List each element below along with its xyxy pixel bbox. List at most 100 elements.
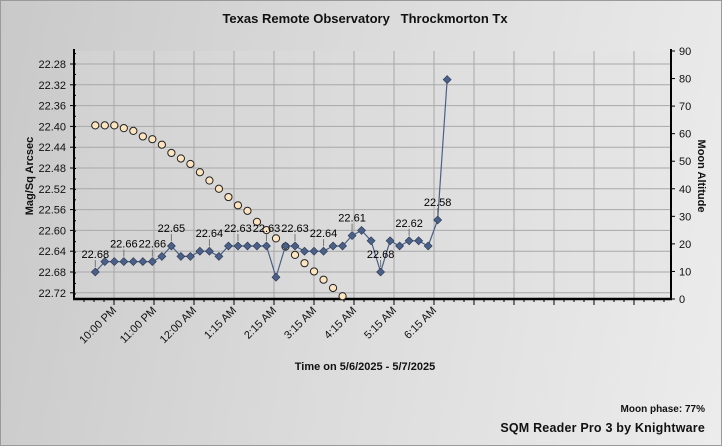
sqm-point — [423, 241, 433, 251]
sqm-point — [395, 241, 405, 251]
data-label: 22.66 — [110, 239, 138, 251]
y-axis-title: Mag/Sq Arcsec — [24, 137, 36, 215]
y-tick-label: 22.52 — [38, 184, 66, 196]
y-tick-label: 22.60 — [38, 225, 66, 237]
moon-altitude-point — [167, 148, 176, 158]
x-tick-label: 4:15 AM — [322, 305, 359, 342]
moon-altitude-point — [138, 132, 147, 141]
sqm-point — [338, 241, 347, 251]
x-tick-label: 11:00 PM — [118, 305, 159, 346]
sqm-point — [233, 241, 243, 251]
sqm-point — [319, 246, 328, 256]
moon-altitude-point — [195, 168, 205, 177]
x-axis-title: Time on 5/6/2025 - 5/7/2025 — [295, 361, 435, 373]
data-label: 22.68 — [82, 249, 110, 261]
sqm-point — [176, 251, 186, 261]
moon-altitude-point — [243, 206, 252, 215]
data-label: 22.62 — [395, 218, 423, 230]
sqm-point — [414, 236, 424, 246]
chart-title: Texas Remote Observatory Throckmorton Tx — [222, 11, 508, 26]
data-label: 22.63 — [281, 223, 309, 235]
y-tick-label: 22.48 — [38, 163, 66, 175]
moon-altitude-point — [119, 124, 128, 133]
data-label: 22.61 — [338, 213, 366, 225]
y2-tick-label: 20 — [679, 239, 691, 251]
sqm-point — [224, 241, 233, 251]
sqm-point — [281, 241, 290, 251]
sqm-point — [100, 257, 110, 267]
sqm-point — [147, 257, 157, 267]
x-tick-label: 5:15 AM — [362, 305, 399, 342]
y2-tick-label: 10 — [679, 266, 691, 278]
sqm-point — [262, 241, 271, 251]
y2-tick-label: 0 — [679, 294, 685, 306]
y-tick-label: 22.40 — [38, 121, 66, 133]
moon-altitude-point — [176, 154, 185, 163]
sqm-point — [214, 251, 224, 261]
moon-altitude-point — [148, 135, 157, 144]
y-tick-label: 22.72 — [38, 288, 66, 300]
sqm-point — [185, 251, 195, 261]
x-tick-label: 6:15 AM — [402, 305, 439, 342]
moon-altitude-point — [186, 159, 195, 169]
sqm-point — [357, 225, 367, 235]
y2-tick-label: 90 — [679, 46, 691, 58]
y-tick-label: 22.68 — [38, 267, 66, 279]
sqm-point — [376, 267, 386, 277]
moon-phase: Moon phase: 77% — [620, 404, 705, 415]
y2-tick-label: 60 — [679, 129, 691, 141]
sqm-point — [157, 251, 167, 261]
moon-altitude-point — [252, 217, 262, 226]
moon-altitude-point — [224, 192, 233, 202]
moon-altitude-point — [129, 126, 138, 136]
y-tick-label: 22.32 — [38, 80, 66, 92]
sqm-point — [119, 257, 129, 267]
moon-altitude-point — [110, 121, 119, 130]
moon-altitude-point — [214, 184, 224, 193]
moon-altitude-point — [309, 267, 319, 276]
sqm-point — [309, 246, 319, 256]
moon-altitude-point — [91, 121, 100, 130]
data-label: 22.58 — [424, 197, 452, 209]
sqm-point — [347, 231, 357, 241]
moon-altitude-point — [319, 275, 328, 284]
sqm-point — [252, 241, 262, 251]
sqm-point — [300, 246, 309, 256]
sqm-point — [138, 257, 148, 267]
sqm-point — [433, 215, 443, 225]
sqm-point — [109, 257, 119, 267]
sqm-point — [166, 241, 176, 251]
moon-altitude-point — [290, 250, 300, 260]
moon-altitude-point — [328, 283, 338, 293]
plot-area — [74, 51, 671, 299]
sqm-point — [366, 236, 376, 246]
y2-tick-label: 70 — [679, 101, 691, 113]
y2-tick-label: 30 — [679, 211, 691, 223]
sqm-point — [243, 241, 252, 251]
data-label: 22.66 — [139, 239, 167, 251]
sqm-point — [442, 75, 452, 85]
y-tick-label: 22.28 — [38, 59, 66, 71]
y2-tick-label: 50 — [679, 156, 691, 168]
sqm-point — [328, 241, 338, 251]
data-label: 22.65 — [158, 223, 186, 235]
moon-altitude-point — [271, 234, 281, 243]
y-tick-label: 22.44 — [38, 142, 66, 154]
moon-altitude-point — [262, 226, 271, 235]
moon-altitude-point — [100, 121, 109, 130]
data-label: 22.63 — [253, 223, 281, 235]
data-label: 22.64 — [196, 228, 224, 240]
y-tick-label: 22.56 — [38, 205, 66, 217]
y2-tick-label: 80 — [679, 74, 691, 86]
moon-altitude-point — [233, 201, 243, 210]
x-tick-label: 12:00 AM — [158, 305, 199, 346]
sqm-point — [385, 236, 395, 246]
y2-tick-label: 40 — [679, 184, 691, 196]
data-label: 22.68 — [367, 249, 395, 261]
x-tick-label: 1:15 AM — [202, 305, 239, 342]
moon-altitude-point — [300, 259, 309, 268]
sqm-point — [195, 246, 205, 256]
y-tick-label: 22.36 — [38, 101, 66, 113]
data-label: 22.63 — [224, 223, 252, 235]
